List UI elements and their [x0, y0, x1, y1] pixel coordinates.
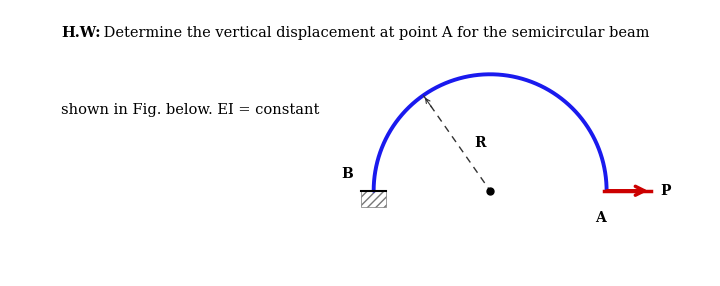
Text: Determine the vertical displacement at point A for the semicircular beam: Determine the vertical displacement at p…	[99, 26, 650, 40]
Text: R: R	[474, 136, 486, 150]
Text: B: B	[341, 167, 353, 181]
Text: H.W:: H.W:	[61, 26, 101, 40]
Text: shown in Fig. below. EI = constant: shown in Fig. below. EI = constant	[61, 103, 320, 117]
Bar	[361, 191, 387, 207]
Text: A: A	[595, 210, 606, 225]
Text: P: P	[660, 184, 670, 198]
